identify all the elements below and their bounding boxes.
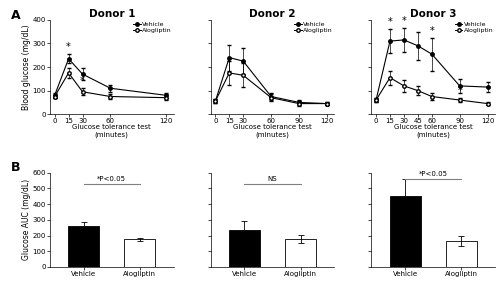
Text: *: * bbox=[66, 42, 71, 52]
Legend: Vehicle, Alogliptin: Vehicle, Alogliptin bbox=[454, 21, 494, 34]
Bar bbox=[124, 239, 156, 267]
Y-axis label: Blood glucose (mg/dL): Blood glucose (mg/dL) bbox=[22, 24, 31, 110]
Text: B: B bbox=[10, 161, 20, 174]
Bar bbox=[68, 226, 99, 267]
Legend: Vehicle, Alogliptin: Vehicle, Alogliptin bbox=[132, 21, 172, 34]
Title: Donor 2: Donor 2 bbox=[249, 9, 296, 19]
X-axis label: Glucose tolerance test
(minutes): Glucose tolerance test (minutes) bbox=[233, 124, 312, 138]
X-axis label: Glucose tolerance test
(minutes): Glucose tolerance test (minutes) bbox=[394, 124, 472, 138]
Text: *: * bbox=[458, 86, 462, 96]
Text: *: * bbox=[402, 16, 406, 26]
Title: Donor 3: Donor 3 bbox=[410, 9, 457, 19]
Legend: Vehicle, Alogliptin: Vehicle, Alogliptin bbox=[294, 21, 333, 34]
Y-axis label: Glucose AUC (mg/dL): Glucose AUC (mg/dL) bbox=[22, 179, 31, 260]
Bar bbox=[229, 230, 260, 267]
Text: *: * bbox=[80, 76, 85, 86]
Text: *P<0.05: *P<0.05 bbox=[98, 176, 126, 182]
Title: Donor 1: Donor 1 bbox=[88, 9, 135, 19]
Bar bbox=[446, 241, 476, 267]
Text: *: * bbox=[430, 26, 434, 36]
Text: A: A bbox=[10, 9, 20, 22]
Text: *: * bbox=[388, 17, 392, 28]
Text: NS: NS bbox=[268, 176, 278, 182]
Bar bbox=[390, 196, 420, 267]
Bar bbox=[285, 239, 316, 267]
X-axis label: Glucose tolerance test
(minutes): Glucose tolerance test (minutes) bbox=[72, 124, 151, 138]
Text: *P<0.05: *P<0.05 bbox=[418, 171, 448, 178]
